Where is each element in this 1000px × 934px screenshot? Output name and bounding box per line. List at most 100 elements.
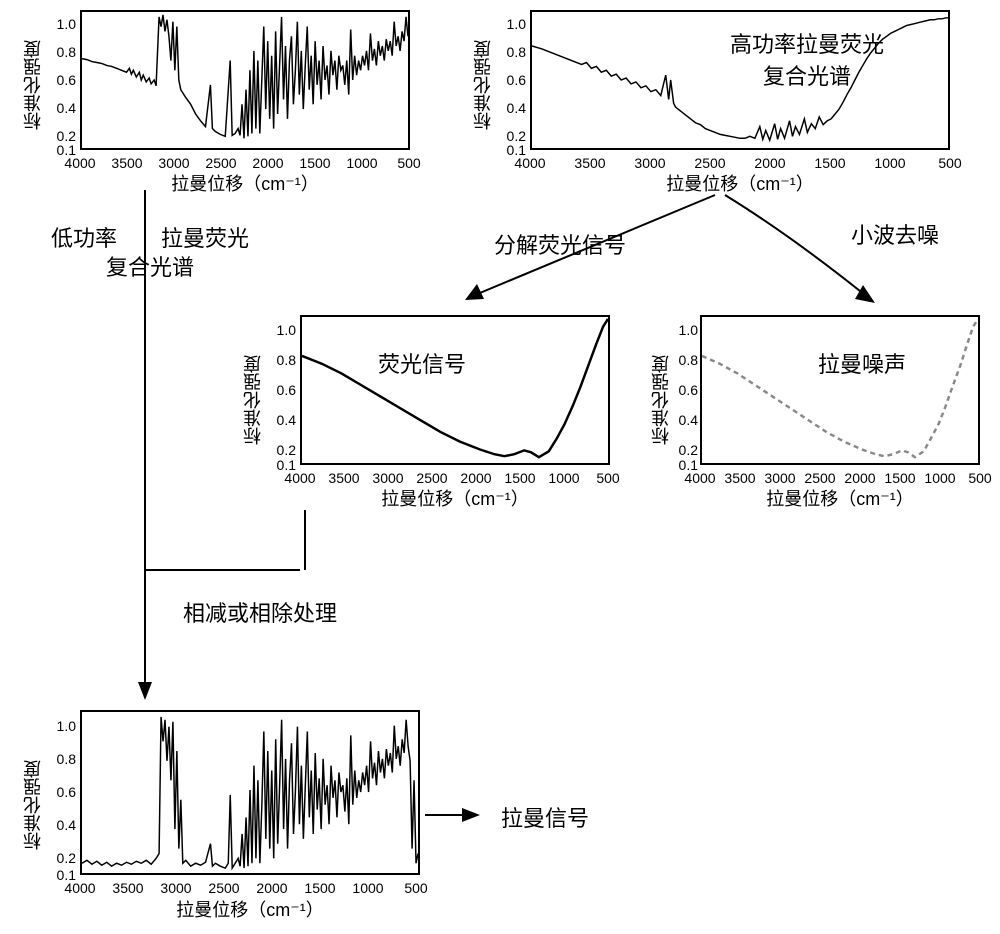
xlabel: 拉曼位移（cm⁻¹） bbox=[530, 170, 950, 196]
xtick: 2500 bbox=[416, 470, 447, 486]
ytick: 0.4 bbox=[270, 412, 296, 428]
ytick: 0.8 bbox=[50, 44, 76, 60]
xtick: 3500 bbox=[111, 155, 142, 171]
arrow-decompose bbox=[460, 195, 720, 310]
xtick: 1000 bbox=[874, 155, 905, 171]
ytick: 0.2 bbox=[50, 128, 76, 144]
xlabel: 拉曼位移（cm⁻¹） bbox=[700, 485, 980, 511]
chart-bottom-raman: 标准化强度 0.1 0.2 0.4 0.6 0.8 1.0 4000 3500 … bbox=[10, 700, 440, 920]
ylabel: 标准化强度 bbox=[20, 30, 46, 140]
arrow-left-down bbox=[135, 190, 155, 700]
xtick: 1500 bbox=[504, 470, 535, 486]
xtick: 3500 bbox=[574, 155, 605, 171]
chart-mid-fluorescence: 标准化强度 荧光信号 0.1 0.2 0.4 0.6 0.8 1.0 4000 … bbox=[230, 305, 630, 505]
arrow-fluorescence-down bbox=[295, 510, 315, 570]
ylabel: 标准化强度 bbox=[20, 740, 46, 870]
xtick: 1000 bbox=[346, 155, 377, 171]
ytick: 0.6 bbox=[672, 382, 698, 398]
ytick: 0.4 bbox=[50, 817, 76, 833]
ylabel: 标准化强度 bbox=[240, 340, 266, 460]
xtick: 2000 bbox=[844, 470, 875, 486]
ytick: 1.0 bbox=[500, 16, 526, 32]
arrow-fluorescence-to-line bbox=[145, 560, 305, 580]
xtick: 1500 bbox=[304, 880, 335, 896]
xtick: 3000 bbox=[764, 470, 795, 486]
xtick: 2000 bbox=[460, 470, 491, 486]
xtick: 4000 bbox=[284, 470, 315, 486]
xtick: 2500 bbox=[205, 155, 236, 171]
chart-mid-noise: 标准化强度 拉曼噪声 0.1 0.2 0.4 0.6 0.8 1.0 4000 … bbox=[640, 305, 1000, 505]
ytick: 0.6 bbox=[500, 72, 526, 88]
xtick: 1000 bbox=[924, 470, 955, 486]
xtick: 1500 bbox=[299, 155, 330, 171]
xtick: 3000 bbox=[158, 155, 189, 171]
xtick: 1500 bbox=[814, 155, 845, 171]
xtick: 4000 bbox=[64, 155, 95, 171]
xtick: 3000 bbox=[160, 880, 191, 896]
ytick: 0.4 bbox=[50, 100, 76, 116]
ytick: 0.8 bbox=[270, 352, 296, 368]
chart-title-high-power: 高功率拉曼荧光复合光谱 bbox=[682, 27, 932, 91]
xtick: 2500 bbox=[694, 155, 725, 171]
xtick: 4000 bbox=[684, 470, 715, 486]
xtick: 3000 bbox=[634, 155, 665, 171]
plot-area: 拉曼噪声 bbox=[700, 315, 980, 465]
chart-top-right: 标准化强度 高功率拉曼荧光复合光谱 0.1 0.2 0.4 0.6 0.8 1.… bbox=[460, 0, 980, 190]
ytick: 0.6 bbox=[50, 784, 76, 800]
ytick: 0.8 bbox=[500, 44, 526, 60]
xtick: 2000 bbox=[252, 155, 283, 171]
ytick: 0.4 bbox=[500, 100, 526, 116]
spectrum-path bbox=[302, 319, 608, 457]
arrow-wavelet bbox=[720, 195, 880, 310]
xtick: 3000 bbox=[372, 470, 403, 486]
xtick: 3500 bbox=[328, 470, 359, 486]
ylabel: 标准化强度 bbox=[648, 340, 674, 460]
plot-area bbox=[80, 10, 410, 150]
plot-area: 荧光信号 bbox=[300, 315, 610, 465]
xtick: 1000 bbox=[548, 470, 579, 486]
xtick: 1500 bbox=[884, 470, 915, 486]
label-raman-signal: 拉曼信号 bbox=[480, 805, 610, 834]
label-subtract: 相减或相除处理 bbox=[160, 600, 360, 629]
xtick: 3500 bbox=[724, 470, 755, 486]
ytick: 0.2 bbox=[270, 442, 296, 458]
spectrum-path bbox=[82, 717, 418, 868]
ylabel: 标准化强度 bbox=[470, 30, 496, 140]
chart-title-noise: 拉曼噪声 bbox=[802, 347, 922, 379]
xtick: 2000 bbox=[256, 880, 287, 896]
ytick: 1.0 bbox=[270, 322, 296, 338]
ytick: 1.0 bbox=[50, 16, 76, 32]
ytick: 1.0 bbox=[672, 322, 698, 338]
ytick: 0.2 bbox=[50, 850, 76, 866]
xtick: 2000 bbox=[754, 155, 785, 171]
xlabel: 拉曼位移（cm⁻¹） bbox=[80, 170, 410, 196]
chart-title-fluorescence: 荧光信号 bbox=[362, 347, 482, 379]
xlabel: 拉曼位移（cm⁻¹） bbox=[300, 485, 610, 511]
ytick: 0.4 bbox=[672, 412, 698, 428]
plot-area bbox=[80, 710, 420, 875]
xtick: 1000 bbox=[352, 880, 383, 896]
ytick: 0.6 bbox=[270, 382, 296, 398]
xlabel: 拉曼位移（cm⁻¹） bbox=[80, 896, 420, 922]
arrow-to-raman-signal bbox=[425, 805, 480, 825]
xtick: 500 bbox=[397, 155, 420, 171]
xtick: 500 bbox=[404, 880, 427, 896]
xtick: 500 bbox=[968, 470, 991, 486]
ytick: 0.2 bbox=[500, 128, 526, 144]
ytick: 0.6 bbox=[50, 72, 76, 88]
xtick: 500 bbox=[938, 155, 961, 171]
xtick: 3500 bbox=[112, 880, 143, 896]
xtick: 2500 bbox=[208, 880, 239, 896]
xtick: 2500 bbox=[804, 470, 835, 486]
spectrum-path bbox=[82, 15, 408, 138]
plot-area: 高功率拉曼荧光复合光谱 bbox=[530, 10, 950, 150]
chart-top-left: 标准化强度 0.1 0.2 0.4 0.6 0.8 1.0 4000 3500 … bbox=[10, 0, 430, 190]
ytick: 0.2 bbox=[672, 442, 698, 458]
xtick: 4000 bbox=[64, 880, 95, 896]
ytick: 0.8 bbox=[672, 352, 698, 368]
ytick: 1.0 bbox=[50, 718, 76, 734]
spectrum-path bbox=[702, 319, 978, 457]
xtick: 4000 bbox=[514, 155, 545, 171]
ytick: 0.8 bbox=[50, 751, 76, 767]
xtick: 500 bbox=[596, 470, 619, 486]
